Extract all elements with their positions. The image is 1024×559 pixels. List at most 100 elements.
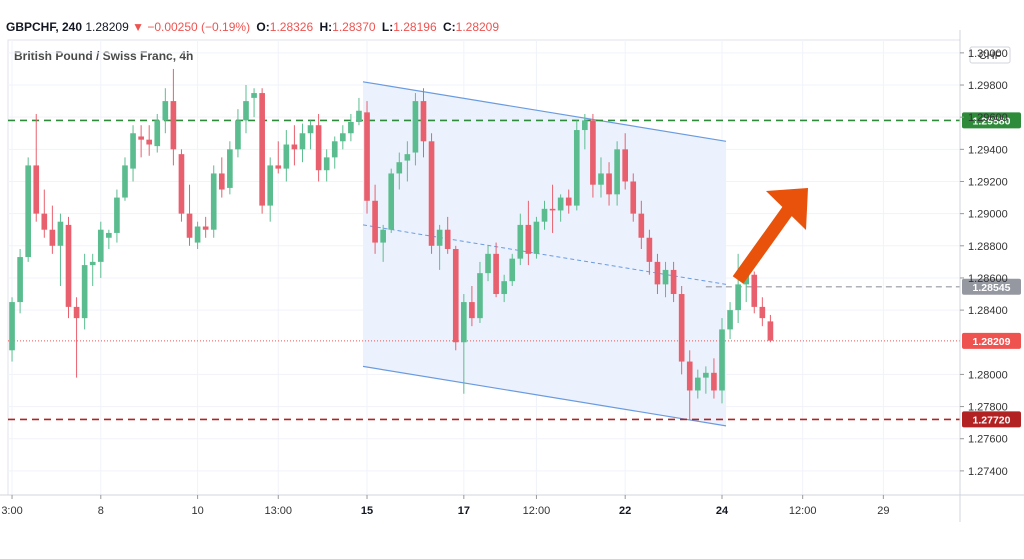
candle-body[interactable]: [420, 101, 427, 142]
candle-body[interactable]: [654, 261, 661, 285]
candle-body[interactable]: [251, 93, 257, 98]
candle-body[interactable]: [428, 141, 435, 246]
candle-body[interactable]: [348, 121, 354, 134]
candle-body[interactable]: [501, 281, 507, 295]
candle-body[interactable]: [339, 133, 346, 142]
candle-body[interactable]: [9, 302, 15, 351]
candle-body[interactable]: [662, 269, 669, 285]
candle-body[interactable]: [170, 101, 177, 150]
candle-body[interactable]: [436, 229, 443, 246]
candle-body[interactable]: [606, 173, 612, 195]
candle-body[interactable]: [517, 224, 524, 259]
candle-body[interactable]: [299, 133, 306, 150]
candle-body[interactable]: [283, 144, 290, 169]
candle-body[interactable]: [565, 197, 572, 206]
candle-body[interactable]: [202, 226, 209, 230]
candle-body[interactable]: [138, 136, 144, 140]
candle-body[interactable]: [703, 372, 709, 378]
candle-body[interactable]: [218, 173, 225, 190]
candle-body[interactable]: [646, 237, 653, 262]
candle-body[interactable]: [259, 93, 265, 206]
candle-body[interactable]: [678, 294, 685, 362]
candle-body[interactable]: [73, 306, 80, 319]
candle-body[interactable]: [291, 144, 298, 150]
candle-body[interactable]: [97, 229, 104, 262]
candle-body[interactable]: [81, 265, 88, 319]
candle-body[interactable]: [33, 165, 40, 214]
candle-body[interactable]: [114, 197, 120, 233]
candle-body[interactable]: [557, 197, 564, 211]
candle-body[interactable]: [549, 208, 556, 211]
candle-body[interactable]: [686, 361, 693, 391]
candle-body[interactable]: [719, 329, 725, 391]
candle-body[interactable]: [186, 213, 193, 238]
candle-body[interactable]: [307, 125, 314, 134]
candle-body[interactable]: [194, 226, 201, 243]
channel-lower-line[interactable]: [362, 365, 727, 427]
candle-body[interactable]: [106, 232, 112, 238]
candle-body[interactable]: [210, 173, 217, 230]
candle-body[interactable]: [452, 249, 459, 343]
candle-body[interactable]: [65, 224, 72, 307]
candle-body[interactable]: [57, 221, 64, 246]
candle-body[interactable]: [485, 253, 491, 274]
candle-body[interactable]: [751, 274, 758, 307]
candle-body[interactable]: [356, 110, 362, 122]
candle-body[interactable]: [759, 306, 766, 319]
candle-body[interactable]: [509, 258, 516, 282]
candle-body[interactable]: [711, 372, 717, 391]
candle-body[interactable]: [590, 120, 596, 185]
candle-body[interactable]: [767, 321, 774, 341]
candle-body[interactable]: [622, 149, 629, 182]
time-axis[interactable]: 3:00 8 10 13:00 15 17 12:00 22 24 12:00 29: [0, 494, 1024, 517]
candle-body[interactable]: [582, 120, 588, 131]
candle-body[interactable]: [235, 120, 241, 150]
candles[interactable]: [9, 68, 774, 420]
candle-body[interactable]: [477, 273, 483, 319]
candle-body[interactable]: [388, 173, 395, 230]
channel-middle-line[interactable]: [362, 224, 727, 285]
horizontal-lines[interactable]: [8, 119, 960, 421]
candle-body[interactable]: [694, 377, 701, 391]
candle-body[interactable]: [227, 149, 233, 188]
candle-body[interactable]: [364, 112, 370, 201]
candle-body[interactable]: [444, 229, 451, 250]
symbol-label[interactable]: GBPCHF, 240: [6, 20, 83, 34]
candle-body[interactable]: [380, 229, 386, 243]
candle-body[interactable]: [41, 213, 48, 230]
candle-body[interactable]: [154, 120, 161, 147]
candle-body[interactable]: [525, 224, 532, 254]
candle-body[interactable]: [727, 310, 733, 330]
candle-body[interactable]: [493, 253, 499, 295]
candle-body[interactable]: [243, 101, 249, 121]
candle-body[interactable]: [614, 149, 620, 195]
candle-body[interactable]: [573, 130, 580, 206]
candle-body[interactable]: [178, 154, 185, 214]
candle-body[interactable]: [533, 221, 540, 254]
candle-body[interactable]: [404, 154, 411, 161]
candle-body[interactable]: [372, 200, 378, 243]
candle-body[interactable]: [89, 261, 96, 266]
candle-body[interactable]: [598, 173, 604, 185]
candle-body[interactable]: [122, 165, 128, 198]
candle-body[interactable]: [315, 125, 322, 171]
candle-body[interactable]: [331, 141, 338, 158]
candle-body[interactable]: [323, 157, 330, 171]
candle-body[interactable]: [735, 284, 741, 311]
candle-body[interactable]: [267, 165, 274, 206]
candle-body[interactable]: [130, 133, 136, 169]
candle-body[interactable]: [412, 101, 419, 153]
candle-body[interactable]: [146, 139, 153, 145]
candle-body[interactable]: [162, 101, 169, 121]
candle-body[interactable]: [17, 257, 23, 303]
candle-body[interactable]: [469, 302, 475, 319]
candle-body[interactable]: [670, 269, 677, 295]
candle-body[interactable]: [25, 165, 31, 258]
candle-body[interactable]: [49, 229, 56, 246]
currency-box[interactable]: [969, 46, 1011, 64]
candle-body[interactable]: [638, 213, 645, 238]
candle-body[interactable]: [630, 181, 637, 214]
candle-body[interactable]: [275, 165, 282, 169]
